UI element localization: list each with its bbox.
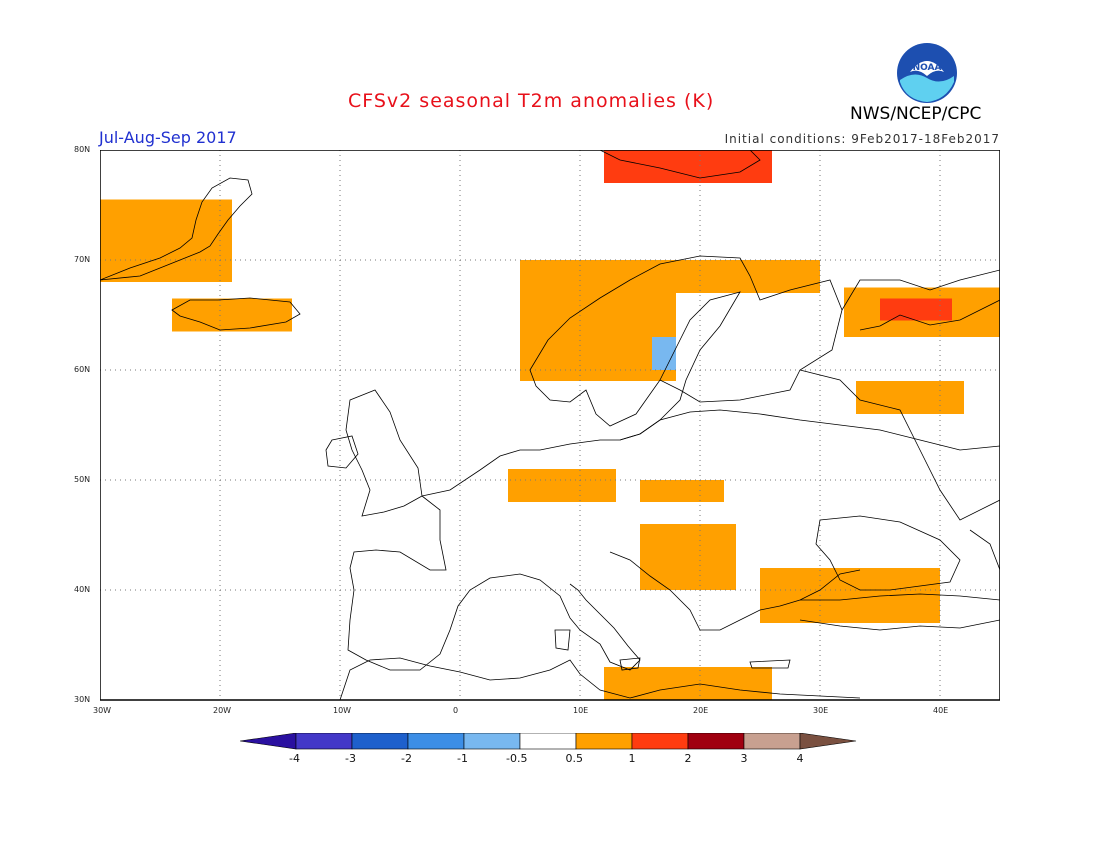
anomaly-region: [652, 337, 676, 370]
anomaly-region: [520, 260, 676, 381]
anomaly-region: [604, 667, 772, 700]
colorbar-high-arrow: [799, 733, 857, 750]
colorbar: [240, 733, 857, 750]
anomaly-region: [760, 568, 940, 623]
map-gridlines: [100, 150, 1000, 700]
lat-tick-label: 80N: [74, 145, 91, 154]
colorbar-label: 1: [628, 752, 636, 765]
anomaly-region: [856, 381, 964, 414]
colorbar-segment: [743, 733, 801, 750]
svg-text:NOAA: NOAA: [913, 63, 942, 73]
colorbar-segment: [463, 733, 521, 750]
colorbar-label: 3: [740, 752, 748, 765]
chart-title: CFSv2 seasonal T2m anomalies (K): [348, 90, 715, 112]
colorbar-segment: [631, 733, 689, 750]
colorbar-low-arrow: [240, 733, 297, 750]
lat-tick-label: 40N: [74, 585, 91, 594]
anomaly-region: [880, 298, 952, 321]
colorbar-segment: [519, 733, 577, 750]
lon-tick-label: 10W: [333, 706, 352, 715]
colorbar-segment: [407, 733, 465, 750]
anomaly-map: [100, 150, 1000, 701]
colorbar-label: -3: [345, 752, 356, 765]
season-label: Jul-Aug-Sep 2017: [99, 128, 237, 147]
colorbar-label: 0.5: [565, 752, 584, 765]
colorbar-segment: [295, 733, 353, 750]
lat-tick-label: 50N: [74, 475, 91, 484]
lat-tick-label: 70N: [74, 255, 91, 264]
lon-tick-label: 20W: [213, 706, 232, 715]
colorbar-segment: [351, 733, 409, 750]
lon-tick-label: 30E: [813, 706, 829, 715]
lat-tick-label: 60N: [74, 365, 91, 374]
lon-tick-label: 40E: [933, 706, 949, 715]
map-frame: [100, 150, 1000, 701]
anomaly-region: [604, 150, 772, 183]
coastlines: [100, 150, 1000, 701]
colorbar-label: -4: [289, 752, 300, 765]
lon-tick-label: 10E: [573, 706, 589, 715]
colorbar-label: -2: [401, 752, 412, 765]
colorbar-label: 2: [684, 752, 692, 765]
anomaly-region: [640, 524, 736, 590]
anomaly-cells: [100, 150, 1000, 700]
lat-tick-label: 30N: [74, 695, 91, 704]
anomaly-region: [100, 199, 232, 282]
agency-label: NWS/NCEP/CPC: [850, 104, 982, 124]
anomaly-region: [508, 469, 616, 502]
lon-tick-label: 20E: [693, 706, 709, 715]
anomaly-region: [172, 298, 292, 332]
lon-tick-label: 0: [453, 706, 459, 715]
colorbar-label: -0.5: [506, 752, 528, 765]
colorbar-segment: [575, 733, 633, 750]
initial-conditions-label: Initial conditions: 9Feb2017-18Feb2017: [724, 132, 1000, 146]
colorbar-label: -1: [457, 752, 468, 765]
colorbar-label: 4: [796, 752, 804, 765]
lon-tick-label: 30W: [93, 706, 112, 715]
anomaly-region: [640, 480, 724, 502]
colorbar-segment: [687, 733, 745, 750]
noaa-logo: NOAA: [897, 43, 957, 103]
